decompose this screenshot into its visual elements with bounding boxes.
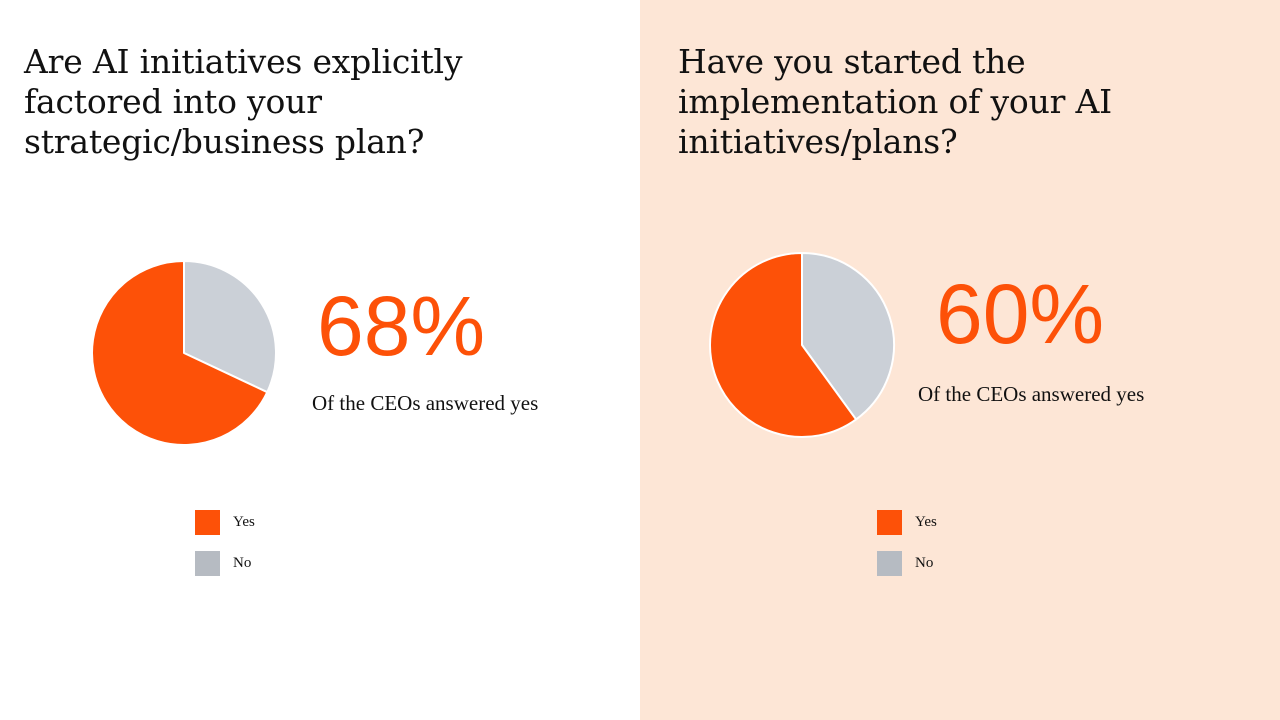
left-percent-value: 68% — [317, 279, 486, 373]
right-panel: Have you started the implementation of y… — [640, 0, 1280, 720]
legend-item-yes: Yes — [195, 510, 255, 535]
left-panel: Are AI initiatives explicitly factored i… — [24, 42, 539, 592]
legend-swatch-yes — [195, 510, 220, 535]
right-caption: Of the CEOs answered yes — [918, 382, 1145, 406]
legend-item-no: No — [877, 551, 937, 576]
left-legend: Yes No — [195, 510, 255, 592]
legend-item-no: No — [195, 551, 255, 576]
pie-slice-yes — [91, 260, 269, 446]
pie-slice-yes — [709, 252, 858, 438]
left-question-title: Are AI initiatives explicitly factored i… — [24, 42, 463, 161]
legend-swatch-yes — [877, 510, 902, 535]
right-percent-value: 60% — [936, 267, 1105, 361]
pie-slice-no — [801, 252, 895, 421]
legend-label-yes: Yes — [915, 514, 937, 530]
right-legend: Yes No — [877, 510, 937, 592]
legend-swatch-no — [877, 551, 902, 576]
legend-label-yes: Yes — [233, 514, 255, 530]
legend-label-no: No — [915, 555, 934, 571]
left-pie-chart — [91, 260, 277, 446]
legend-swatch-no — [195, 551, 220, 576]
right-pie-chart — [709, 252, 895, 438]
right-question-title: Have you started the implementation of y… — [678, 42, 1112, 161]
left-caption: Of the CEOs answered yes — [312, 391, 539, 415]
legend-label-no: No — [233, 555, 252, 571]
legend-item-yes: Yes — [877, 510, 937, 535]
pie-slice-no — [183, 260, 277, 394]
